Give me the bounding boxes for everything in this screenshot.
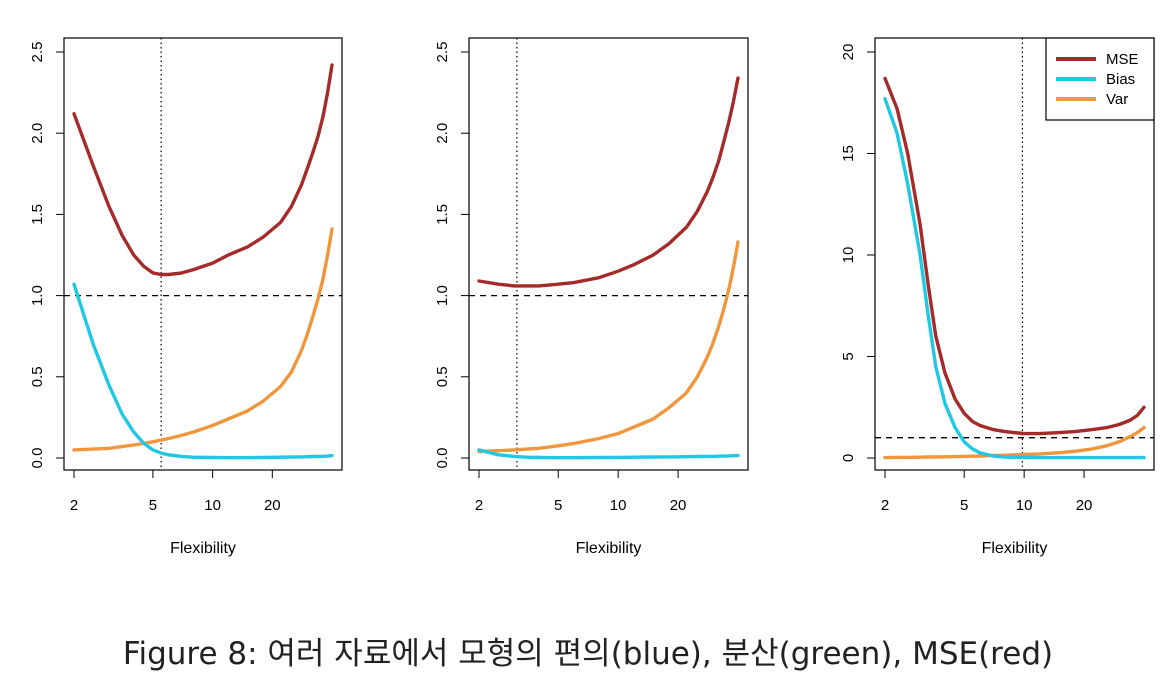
legend-label: Bias [1106,71,1135,88]
series-bias-line [883,97,1146,460]
x-tick-label: 20 [264,497,281,514]
y-tick-label: 2.0 [29,123,46,144]
figure-caption: Figure 8: 여러 자료에서 모형의 편의(blue), 분산(green… [122,636,1054,672]
panel-2: 0.0 0.5 1.0 1.5 2.0 2.5 2 5 10 20 Flexibility [434,37,749,557]
y-tick-label: 1.5 [434,204,451,225]
series-bias-line [72,282,334,460]
series-mse-line [477,76,740,288]
x-tick-label: 5 [554,497,562,514]
y-tick-label: 20 [840,44,857,61]
plot-frame [63,37,343,471]
x-tick-label: 5 [960,497,968,514]
y-tick-label: 1.0 [29,285,46,306]
series-var-line [72,227,334,452]
x-axis-label: Flexibility [576,540,642,557]
x-tick-label: 20 [670,497,687,514]
x-tick-label: 2 [881,497,889,514]
y-tick-label: 1.0 [434,285,451,306]
series-mse-line [72,63,334,277]
plot-frame [468,37,749,471]
legend: MSE Bias Var [1045,37,1155,121]
y-tick-label: 15 [840,145,857,162]
y-tick-label: 2.0 [434,123,451,144]
y-tick-label: 10 [840,247,857,264]
y-tick-label: 1.5 [29,204,46,225]
legend-label: MSE [1106,51,1139,68]
legend-label: Var [1106,91,1128,108]
panel-1: 0.0 0.5 1.0 1.5 2.0 2.5 2 5 10 20 Flexibility [29,37,343,557]
y-tick-label: 0.0 [29,448,46,469]
x-tick-label: 5 [149,497,157,514]
x-tick-label: 2 [70,497,78,514]
y-tick-label: 2.5 [434,42,451,63]
plot-frame [874,37,1155,471]
x-tick-label: 10 [1016,497,1033,514]
figure-panels: 0.00.51.01.52.02.52 5 10 20Flexibility0.00.… [29,37,1155,557]
series-mse-line [883,76,1146,436]
y-tick-label: 0.5 [29,366,46,387]
x-tick-label: 10 [610,497,627,514]
x-tick-label: 10 [204,497,221,514]
x-axis-label: Flexibility [170,540,236,557]
y-tick-label: 0.5 [434,366,451,387]
x-tick-label: 2 [475,497,483,514]
y-tick-label: 5 [840,352,857,360]
y-tick-label: 2.5 [29,42,46,63]
x-axis-label: Flexibility [982,540,1048,557]
x-tick-label: 20 [1076,497,1093,514]
y-tick-label: 0.0 [434,448,451,469]
series-var-line [477,240,740,454]
y-tick-label: 0 [840,454,857,462]
series-bias-line [477,448,740,460]
